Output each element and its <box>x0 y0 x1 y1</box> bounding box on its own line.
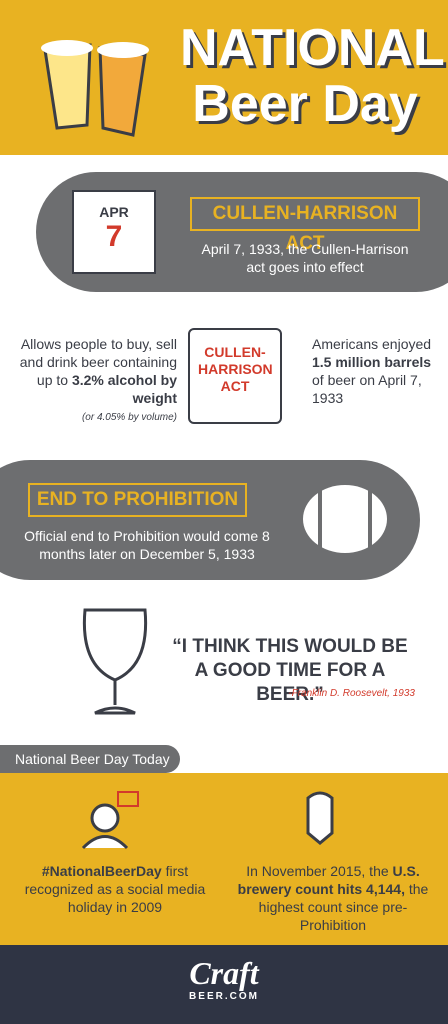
text: In November 2015, the <box>246 863 393 879</box>
person-icon <box>81 791 139 850</box>
today-item: #NationalBeerDay first recognized as a s… <box>20 862 210 916</box>
glass-icon <box>82 608 148 715</box>
detail-right: Americans enjoyed 1.5 million barrels of… <box>312 335 437 407</box>
text: first recognized as a social media holid… <box>24 863 206 915</box>
logo: Craft BEER.COM <box>174 955 274 1002</box>
detail-note: (or 4.05% by volume) <box>81 412 177 423</box>
logo-sub: BEER.COM <box>189 991 259 1002</box>
act-title: CULLEN-HARRISON ACT <box>190 197 420 254</box>
tank-icon <box>306 791 334 845</box>
text: of beer on April 7, 1933 <box>312 372 422 406</box>
act-text: April 7, 1933, the Cullen-Harrison act g… <box>201 241 409 275</box>
quote-attribution: -Franklin D. Roosevelt, 1933 <box>288 688 415 699</box>
beer-glasses-icon <box>41 40 149 137</box>
calendar-icon: APR 7 <box>72 190 156 274</box>
detail-left: Allows people to buy, sell and drink bee… <box>12 335 177 407</box>
prohibition-text: Official end to Prohibition would come 8… <box>24 528 270 562</box>
logo-text: Craft <box>189 955 259 991</box>
text-bold: 1.5 million barrels <box>312 354 432 370</box>
text-bold: 3.2% alcohol by weight <box>71 372 177 406</box>
footer <box>0 945 448 1024</box>
today-label: National Beer Day Today <box>15 751 170 767</box>
text-bold: #NationalBeerDay <box>41 863 162 879</box>
text-bold: U.S. brewery count hits 4,144, <box>237 863 420 897</box>
text: the highest count since pre-Prohibition <box>258 881 429 933</box>
text: Americans enjoyed <box>312 336 432 352</box>
title: Beer Day <box>192 75 418 133</box>
prohibition-title: END TO PROHIBITION <box>28 483 247 517</box>
scroll-icon: CULLEN-HARRISON ACT <box>188 328 282 424</box>
today-pill <box>0 745 180 773</box>
scroll-label: CULLEN-HARRISON ACT <box>198 344 273 394</box>
calendar-month: APR <box>99 204 129 220</box>
calendar-day: 7 <box>105 220 123 253</box>
today-section <box>0 773 448 945</box>
title: NATIONAL <box>180 19 445 77</box>
today-item: In November 2015, the U.S. brewery count… <box>228 862 438 934</box>
barrel-icon <box>303 485 387 553</box>
text: Allows people to buy, sell and drink bee… <box>19 336 177 388</box>
quote: “I THINK THIS WOULD BE A GOOD TIME FOR A… <box>172 636 408 705</box>
